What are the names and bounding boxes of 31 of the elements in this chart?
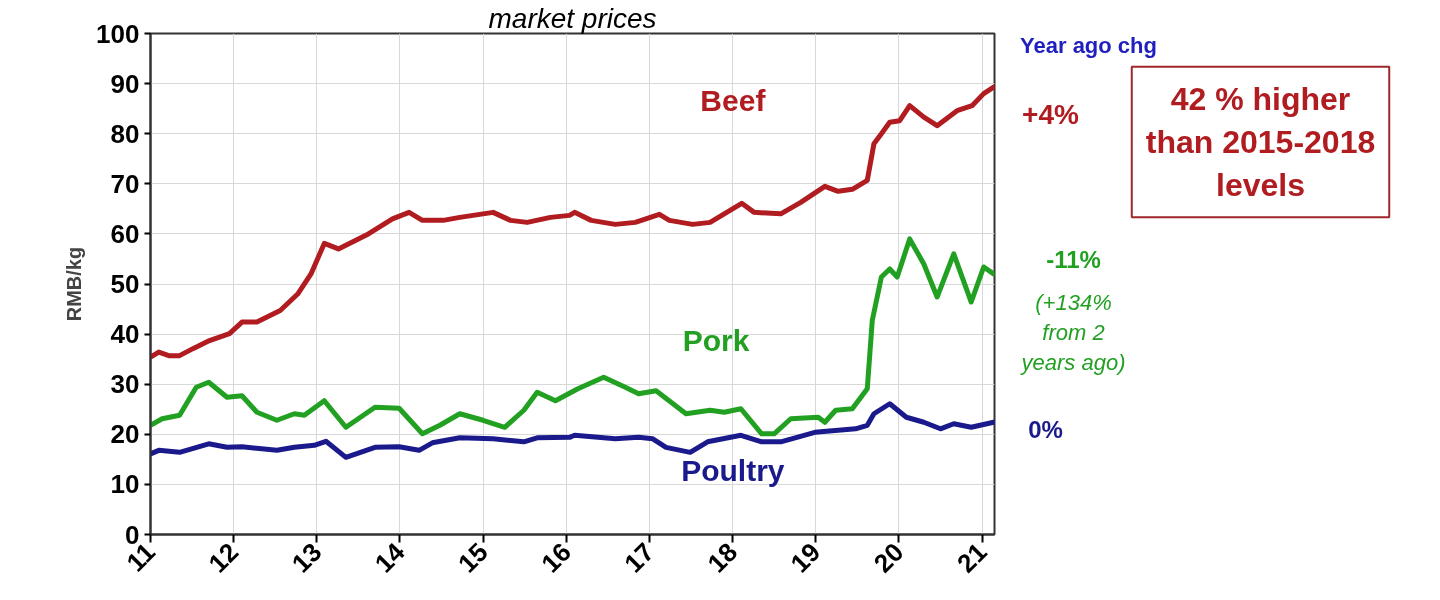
x-tick-label: 12 bbox=[202, 536, 245, 579]
series-label: Pork bbox=[682, 323, 750, 357]
y-tick-label: 70 bbox=[110, 168, 140, 199]
text: Year ago chg bbox=[1020, 33, 1157, 59]
y-tick-label: 10 bbox=[110, 469, 140, 500]
x-tick-label: 16 bbox=[535, 536, 577, 579]
y-tick-label: 20 bbox=[110, 419, 140, 450]
text: +4% bbox=[1022, 99, 1080, 131]
x-tick-label: 17 bbox=[618, 536, 661, 579]
text: 0% bbox=[1028, 415, 1063, 443]
text: (+134% from 2 years ago) bbox=[1019, 289, 1126, 375]
series-label: Poultry bbox=[681, 453, 785, 487]
chart-title: market prices bbox=[488, 2, 657, 34]
text: 42 % higher than 2015-2018 levels bbox=[1145, 80, 1376, 204]
y-tick-label: 100 bbox=[96, 18, 140, 49]
y-tick-label: 90 bbox=[110, 68, 140, 99]
text: Beef bbox=[700, 83, 767, 117]
x-tick-label: 18 bbox=[701, 536, 744, 579]
x-tick-label: 14 bbox=[368, 536, 411, 579]
x-tick-label: 20 bbox=[867, 536, 910, 579]
y-tick-label: 40 bbox=[110, 319, 140, 350]
x-tick-label: 19 bbox=[784, 536, 827, 579]
text: -11% bbox=[1046, 246, 1101, 274]
y-tick-label: 60 bbox=[110, 218, 140, 249]
x-tick-label: 15 bbox=[452, 536, 494, 579]
y-tick-label: 30 bbox=[110, 369, 140, 400]
y-axis-title: RMB/kg bbox=[63, 246, 86, 322]
y-tick-label: 50 bbox=[110, 269, 140, 299]
x-tick-label: 21 bbox=[950, 536, 993, 579]
x-tick-label: 13 bbox=[285, 536, 328, 579]
y-tick-label: 80 bbox=[110, 118, 140, 149]
